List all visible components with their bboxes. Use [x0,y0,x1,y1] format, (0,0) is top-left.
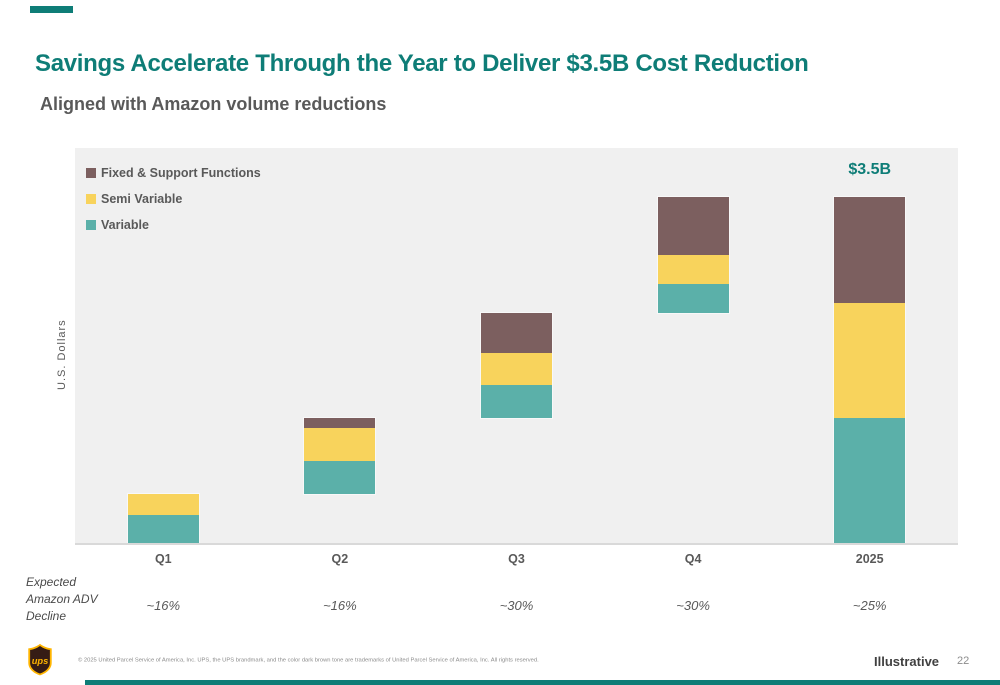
bar-2025 [834,197,906,544]
segment-variable-q1 [127,515,199,544]
legend-swatch-fixed_support [86,168,96,178]
segment-semi_variable-q1 [127,494,199,516]
segment-fixed_support-q3 [481,313,552,354]
adv-decline-value-q1: ~16% [146,598,181,613]
bottom-accent-bar [85,680,1000,685]
chart-plot-area: Fixed & Support Functions Semi Variable Va… [75,148,958,545]
segment-fixed_support-2025 [834,197,906,304]
segment-variable-q2 [304,460,376,495]
bar-q1 [127,494,199,544]
bar-q2 [304,417,376,495]
x-axis-label-q4: Q4 [684,552,702,566]
x-axis-label-q1: Q1 [154,552,172,566]
top-accent-bar [30,6,73,13]
slide-title: Savings Accelerate Through the Year to D… [35,50,809,77]
adv-decline-label: Expected Amazon ADV Decline [26,575,98,624]
legend-swatch-semi_variable [86,194,96,204]
footer-copyright: © 2025 United Parcel Service of America,… [78,657,539,664]
legend-item-variable: Variable [86,212,261,238]
x-axis-label-q2: Q2 [331,552,349,566]
segment-variable-q3 [481,384,552,418]
slide-subtitle: Aligned with Amazon volume reductions [40,94,387,114]
segment-semi_variable-q2 [304,427,376,461]
segment-variable-2025 [834,417,906,544]
bar-q4 [657,197,729,314]
segment-fixed_support-q2 [304,417,376,428]
legend-label: Semi Variable [101,192,183,206]
total-annotation: $3.5B [848,161,892,179]
svg-text:ups: ups [32,656,49,666]
x-axis-line [75,543,958,545]
chart-legend: Fixed & Support Functions Semi Variable Va… [86,160,261,238]
segment-variable-q4 [657,283,729,314]
bar-q3 [481,313,552,418]
adv-decline-value-q2: ~16% [323,598,357,613]
segment-fixed_support-q4 [657,197,729,255]
y-axis-label: U.S. Dollars [56,319,68,390]
legend-label: Fixed & Support Functions [101,166,261,180]
ups-shield-icon: ups [28,643,52,676]
segment-semi_variable-2025 [834,303,906,418]
legend-item-semi_variable: Semi Variable [86,186,261,212]
segment-semi_variable-q3 [481,353,552,385]
legend-item-fixed_support: Fixed & Support Functions [86,160,261,186]
legend-label: Variable [101,218,149,232]
adv-decline-value-2025: ~25% [852,598,887,613]
legend-swatch-variable [86,220,96,230]
adv-decline-value-q3: ~30% [499,598,534,613]
illustrative-label: Illustrative [874,654,940,669]
segment-semi_variable-q4 [657,254,729,284]
x-axis-label-2025: 2025 [855,552,884,566]
page-number: 22 [957,655,970,667]
ups-logo: ups [27,643,53,681]
adv-decline-value-q4: ~30% [676,598,710,613]
x-axis-label-q3: Q3 [508,552,525,566]
